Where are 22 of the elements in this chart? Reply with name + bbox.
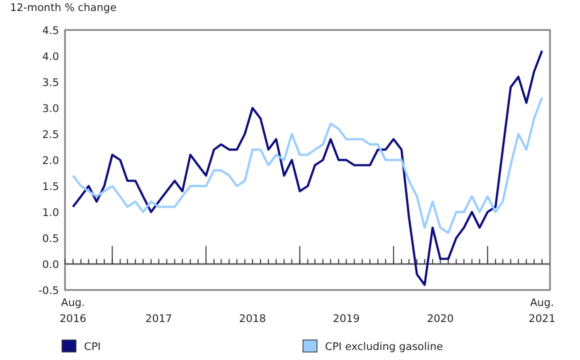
x-tick-label: Aug. 2016 (60, 297, 87, 325)
y-tick-label: 1.5 (42, 181, 59, 193)
y-tick-label: 1.0 (42, 207, 59, 219)
x-tick-label: Aug. 2021 (528, 297, 556, 325)
y-tick-label: 3.0 (42, 103, 59, 115)
y-tick-label: 0.5 (42, 233, 59, 245)
y-tick-label: 4.0 (42, 51, 59, 63)
y-tick-label: 3.5 (42, 77, 59, 89)
line-series (72, 96, 544, 234)
y-axis-title: 12-month % change (10, 2, 117, 14)
x-tick-label: 2017 (145, 313, 172, 325)
y-tick-label: 4.5 (42, 25, 59, 37)
y-tick-label: 0.0 (42, 259, 59, 271)
y-tick-label: -0.5 (38, 285, 59, 297)
y-tick-label: 2.0 (42, 155, 59, 167)
legend-label: CPI (84, 341, 101, 353)
x-tick-label: 2020 (426, 313, 454, 325)
legend-label: CPI excluding gasoline (325, 341, 443, 353)
y-tick-label: 2.5 (42, 129, 59, 141)
x-tick-label: 2019 (332, 313, 360, 325)
x-tick-label: 2018 (239, 313, 266, 325)
line-series (72, 50, 544, 286)
